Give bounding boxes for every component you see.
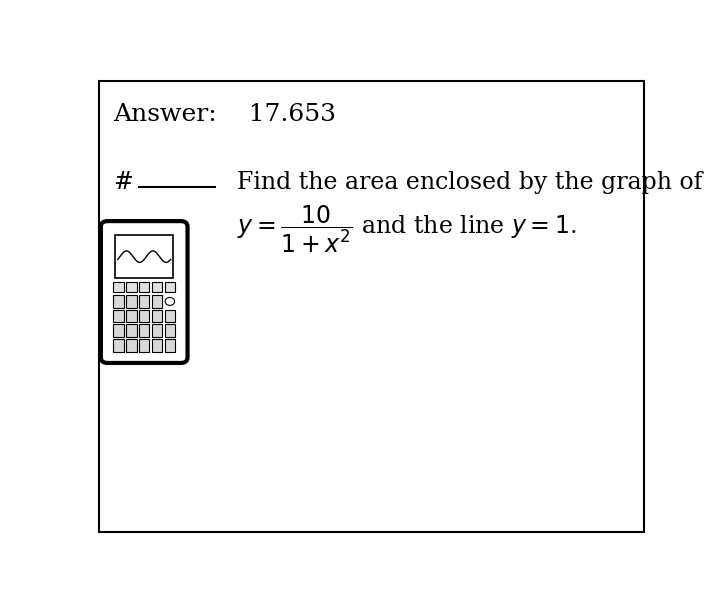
Bar xyxy=(152,339,163,351)
Bar xyxy=(152,310,163,322)
Bar xyxy=(165,339,175,351)
Bar xyxy=(113,282,124,292)
Bar xyxy=(113,295,124,308)
FancyBboxPatch shape xyxy=(99,81,644,532)
Bar xyxy=(126,282,136,292)
Bar xyxy=(139,339,150,351)
Bar xyxy=(152,295,163,308)
Text: $y = \dfrac{10}{1+x^2}$ and the line $y = 1$.: $y = \dfrac{10}{1+x^2}$ and the line $y … xyxy=(237,204,576,255)
Text: Find the area enclosed by the graph of: Find the area enclosed by the graph of xyxy=(237,171,703,194)
Bar xyxy=(126,324,136,337)
Bar xyxy=(152,324,163,337)
Bar xyxy=(165,324,175,337)
Bar xyxy=(139,282,150,292)
Bar xyxy=(126,310,136,322)
Bar xyxy=(139,324,150,337)
Bar xyxy=(152,282,163,292)
Bar xyxy=(126,339,136,351)
FancyBboxPatch shape xyxy=(115,235,174,278)
Bar xyxy=(139,295,150,308)
Bar xyxy=(139,310,150,322)
Bar xyxy=(113,324,124,337)
Bar xyxy=(113,310,124,322)
Circle shape xyxy=(165,298,175,305)
Bar xyxy=(126,295,136,308)
Bar xyxy=(113,339,124,351)
Bar xyxy=(165,282,175,292)
Text: Answer:    17.653: Answer: 17.653 xyxy=(113,103,336,126)
Bar xyxy=(165,310,175,322)
Text: #: # xyxy=(113,171,133,194)
FancyBboxPatch shape xyxy=(101,221,187,363)
